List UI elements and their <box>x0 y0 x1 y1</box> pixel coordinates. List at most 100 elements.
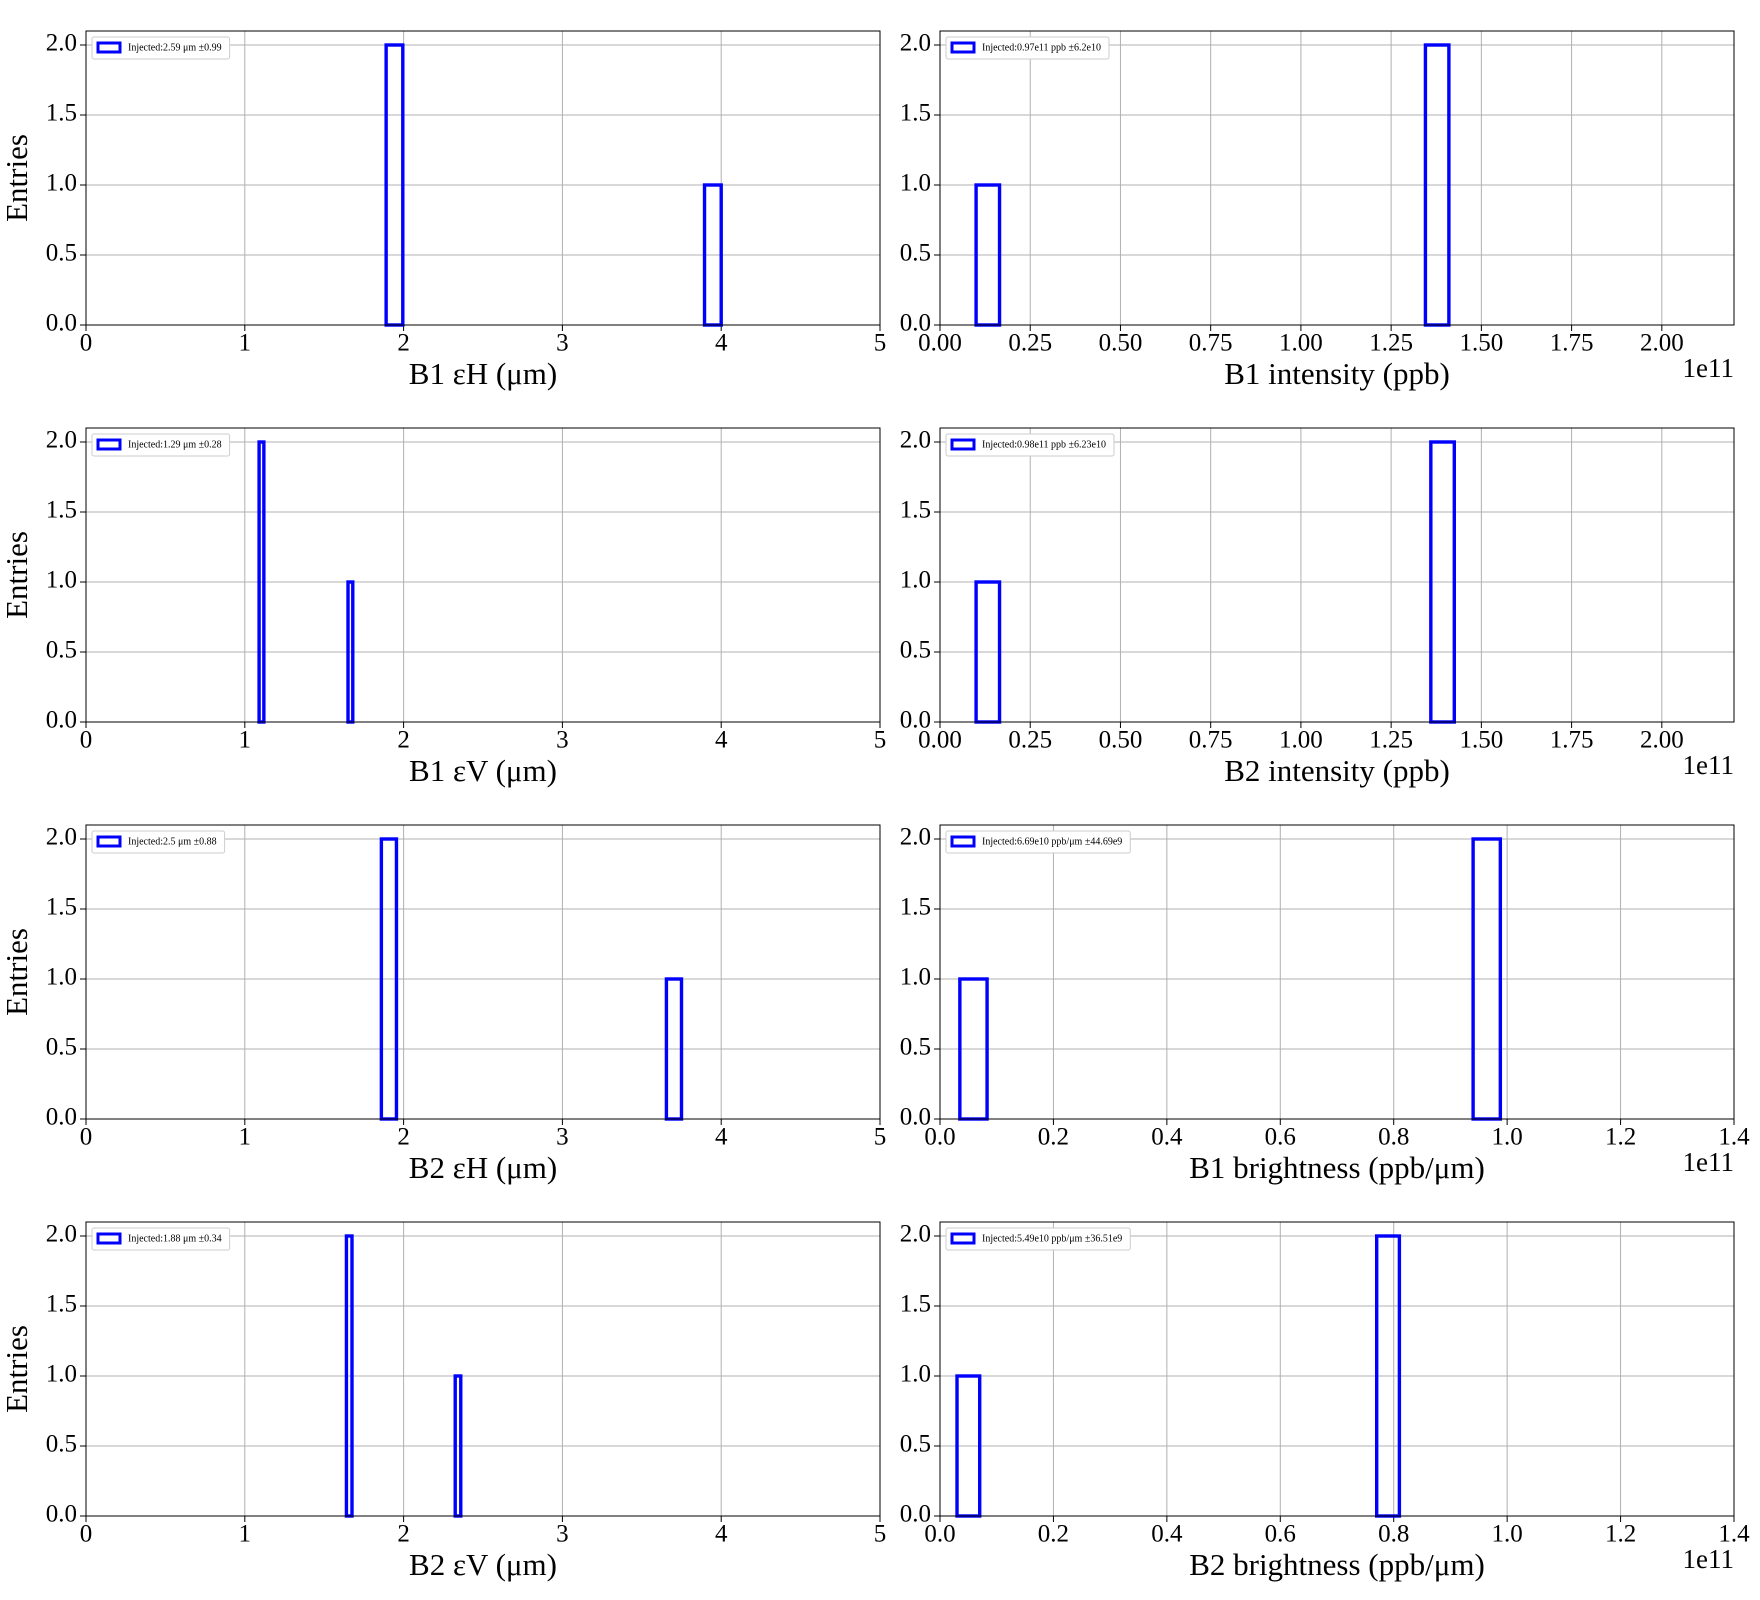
x-tick-label: 3 <box>556 330 569 357</box>
x-tick-label: 5 <box>874 727 887 754</box>
plot-area <box>940 1222 1734 1516</box>
x-axis-label: B1 brightness (ppb/μm) <box>1189 1150 1485 1185</box>
x-axis-label: B2 εV (μm) <box>409 1547 557 1582</box>
x-tick-label: 3 <box>556 727 569 754</box>
y-tick-label: 1.5 <box>46 894 77 921</box>
x-tick-label: 0.50 <box>1099 330 1143 357</box>
axes-frame <box>939 824 1735 1120</box>
x-tick-label: 0.75 <box>1189 727 1233 754</box>
legend-label: Injected:2.59 μm ±0.99 <box>128 42 222 53</box>
x-tick-label: 4 <box>715 330 728 357</box>
legend: Injected:1.29 μm ±0.28 <box>91 433 231 457</box>
y-tick-label: 0.0 <box>900 1104 931 1131</box>
legend-frame <box>945 1227 1131 1251</box>
x-tick-label: 0 <box>80 1521 93 1548</box>
offset-label: 1e11 <box>1683 353 1734 383</box>
y-tick-label: 1.0 <box>900 170 931 197</box>
x-tick-label: 1.50 <box>1459 727 1503 754</box>
x-tick-label: 1.00 <box>1279 727 1323 754</box>
x-tick-label: 2 <box>397 727 410 754</box>
x-tick-label: 0 <box>80 330 93 357</box>
y-tick-label: 1.0 <box>900 567 931 594</box>
y-axis-label: Entries <box>0 134 34 222</box>
y-axis-label: Entries <box>0 1325 34 1413</box>
y-tick-label: 1.0 <box>46 1361 77 1388</box>
legend-frame <box>91 1227 231 1251</box>
legend-patch <box>950 1232 976 1245</box>
legend-label: Injected:1.29 μm ±0.28 <box>128 439 222 450</box>
y-tick-label: 1.5 <box>900 1291 931 1318</box>
x-tick-label: 1.0 <box>1492 1124 1523 1151</box>
y-tick-label: 0.5 <box>46 1431 77 1458</box>
legend-label: Injected:0.98e11 ppb ±6.23e10 <box>982 439 1106 450</box>
y-tick-label: 0.5 <box>900 1034 931 1061</box>
subplot: 0.0 0.2 0.4 0.6 0.8 1.0 1.2 1.4 0.0 0.5 1.0 1.5 2.0 I… <box>900 824 1750 1185</box>
x-tick-label: 0.4 <box>1151 1124 1183 1151</box>
y-tick-label: 2.0 <box>900 1221 931 1248</box>
x-tick-label: 5 <box>874 1124 887 1151</box>
y-tick-label: 0.5 <box>900 240 931 267</box>
legend-patch <box>950 438 976 451</box>
legend-label: Injected:6.69e10 ppb/μm ±44.69e9 <box>982 836 1122 847</box>
axes-frame <box>85 1221 881 1517</box>
subplot: 0 1 2 3 4 5 0.0 0.5 1.0 1.5 2.0 Injected:1.88 μm ±0… <box>0 1221 886 1582</box>
x-tick-label: 0.25 <box>1008 330 1052 357</box>
x-tick-label: 0.50 <box>1099 727 1143 754</box>
x-tick-label: 1.0 <box>1492 1521 1523 1548</box>
x-tick-label: 1 <box>239 330 252 357</box>
legend-patch <box>950 41 976 54</box>
x-tick-label: 1.25 <box>1369 727 1413 754</box>
y-axis-label: Entries <box>0 928 34 1016</box>
x-tick-label: 2.00 <box>1640 727 1684 754</box>
y-tick-label: 1.5 <box>900 497 931 524</box>
x-tick-label: 2 <box>397 1521 410 1548</box>
subplot: 0 1 2 3 4 5 0.0 0.5 1.0 1.5 2.0 Injected:1.29 μm ±0… <box>0 427 886 788</box>
legend-frame <box>91 433 231 457</box>
plot-area <box>86 825 880 1119</box>
legend-patch <box>96 835 122 848</box>
x-tick-label: 0.2 <box>1038 1521 1069 1548</box>
x-tick-label: 1 <box>239 727 252 754</box>
x-tick-label: 4 <box>715 1521 728 1548</box>
legend-label: Injected:1.88 μm ±0.34 <box>128 1233 222 1244</box>
x-tick-label: 0 <box>80 1124 93 1151</box>
axes-frame <box>939 427 1735 723</box>
x-tick-label: 0.8 <box>1378 1124 1409 1151</box>
y-tick-label: 1.0 <box>46 964 77 991</box>
legend-patch <box>96 1232 122 1245</box>
y-tick-label: 2.0 <box>46 427 77 454</box>
x-tick-label: 2 <box>397 330 410 357</box>
plot-area <box>86 428 880 722</box>
axes-frame <box>85 30 881 326</box>
x-tick-label: 0.00 <box>918 727 962 754</box>
y-tick-label: 2.0 <box>46 824 77 851</box>
x-axis-label: B1 εH (μm) <box>409 356 557 391</box>
legend-patch <box>96 41 122 54</box>
legend: Injected:6.69e10 ppb/μm ±44.69e9 <box>945 830 1131 854</box>
y-tick-label: 0.5 <box>900 1431 931 1458</box>
y-tick-label: 0.5 <box>46 637 77 664</box>
legend: Injected:0.98e11 ppb ±6.23e10 <box>945 433 1115 457</box>
axes-frame <box>85 824 881 1120</box>
legend-frame <box>945 830 1131 854</box>
x-axis-label: B2 brightness (ppb/μm) <box>1189 1547 1485 1582</box>
legend-label: Injected:0.97e11 ppb ±6.2e10 <box>982 42 1101 53</box>
y-tick-label: 0.5 <box>46 1034 77 1061</box>
y-tick-label: 1.0 <box>46 567 77 594</box>
legend: Injected:5.49e10 ppb/μm ±36.51e9 <box>945 1227 1131 1251</box>
y-tick-label: 0.5 <box>46 240 77 267</box>
axes-frame <box>85 427 881 723</box>
x-tick-label: 1 <box>239 1521 252 1548</box>
legend: Injected:1.88 μm ±0.34 <box>91 1227 231 1251</box>
x-tick-label: 0 <box>80 727 93 754</box>
y-tick-label: 1.5 <box>46 100 77 127</box>
x-tick-label: 0.8 <box>1378 1521 1409 1548</box>
x-tick-label: 5 <box>874 1521 887 1548</box>
subplot: 0.00 0.25 0.50 0.75 1.00 1.25 1.50 1.75 2.00 0.0 0… <box>900 427 1735 788</box>
y-tick-label: 0.0 <box>46 1104 77 1131</box>
x-tick-label: 1.4 <box>1718 1124 1750 1151</box>
y-tick-label: 0.0 <box>900 707 931 734</box>
y-tick-label: 1.5 <box>46 497 77 524</box>
axes-frame <box>939 30 1735 326</box>
